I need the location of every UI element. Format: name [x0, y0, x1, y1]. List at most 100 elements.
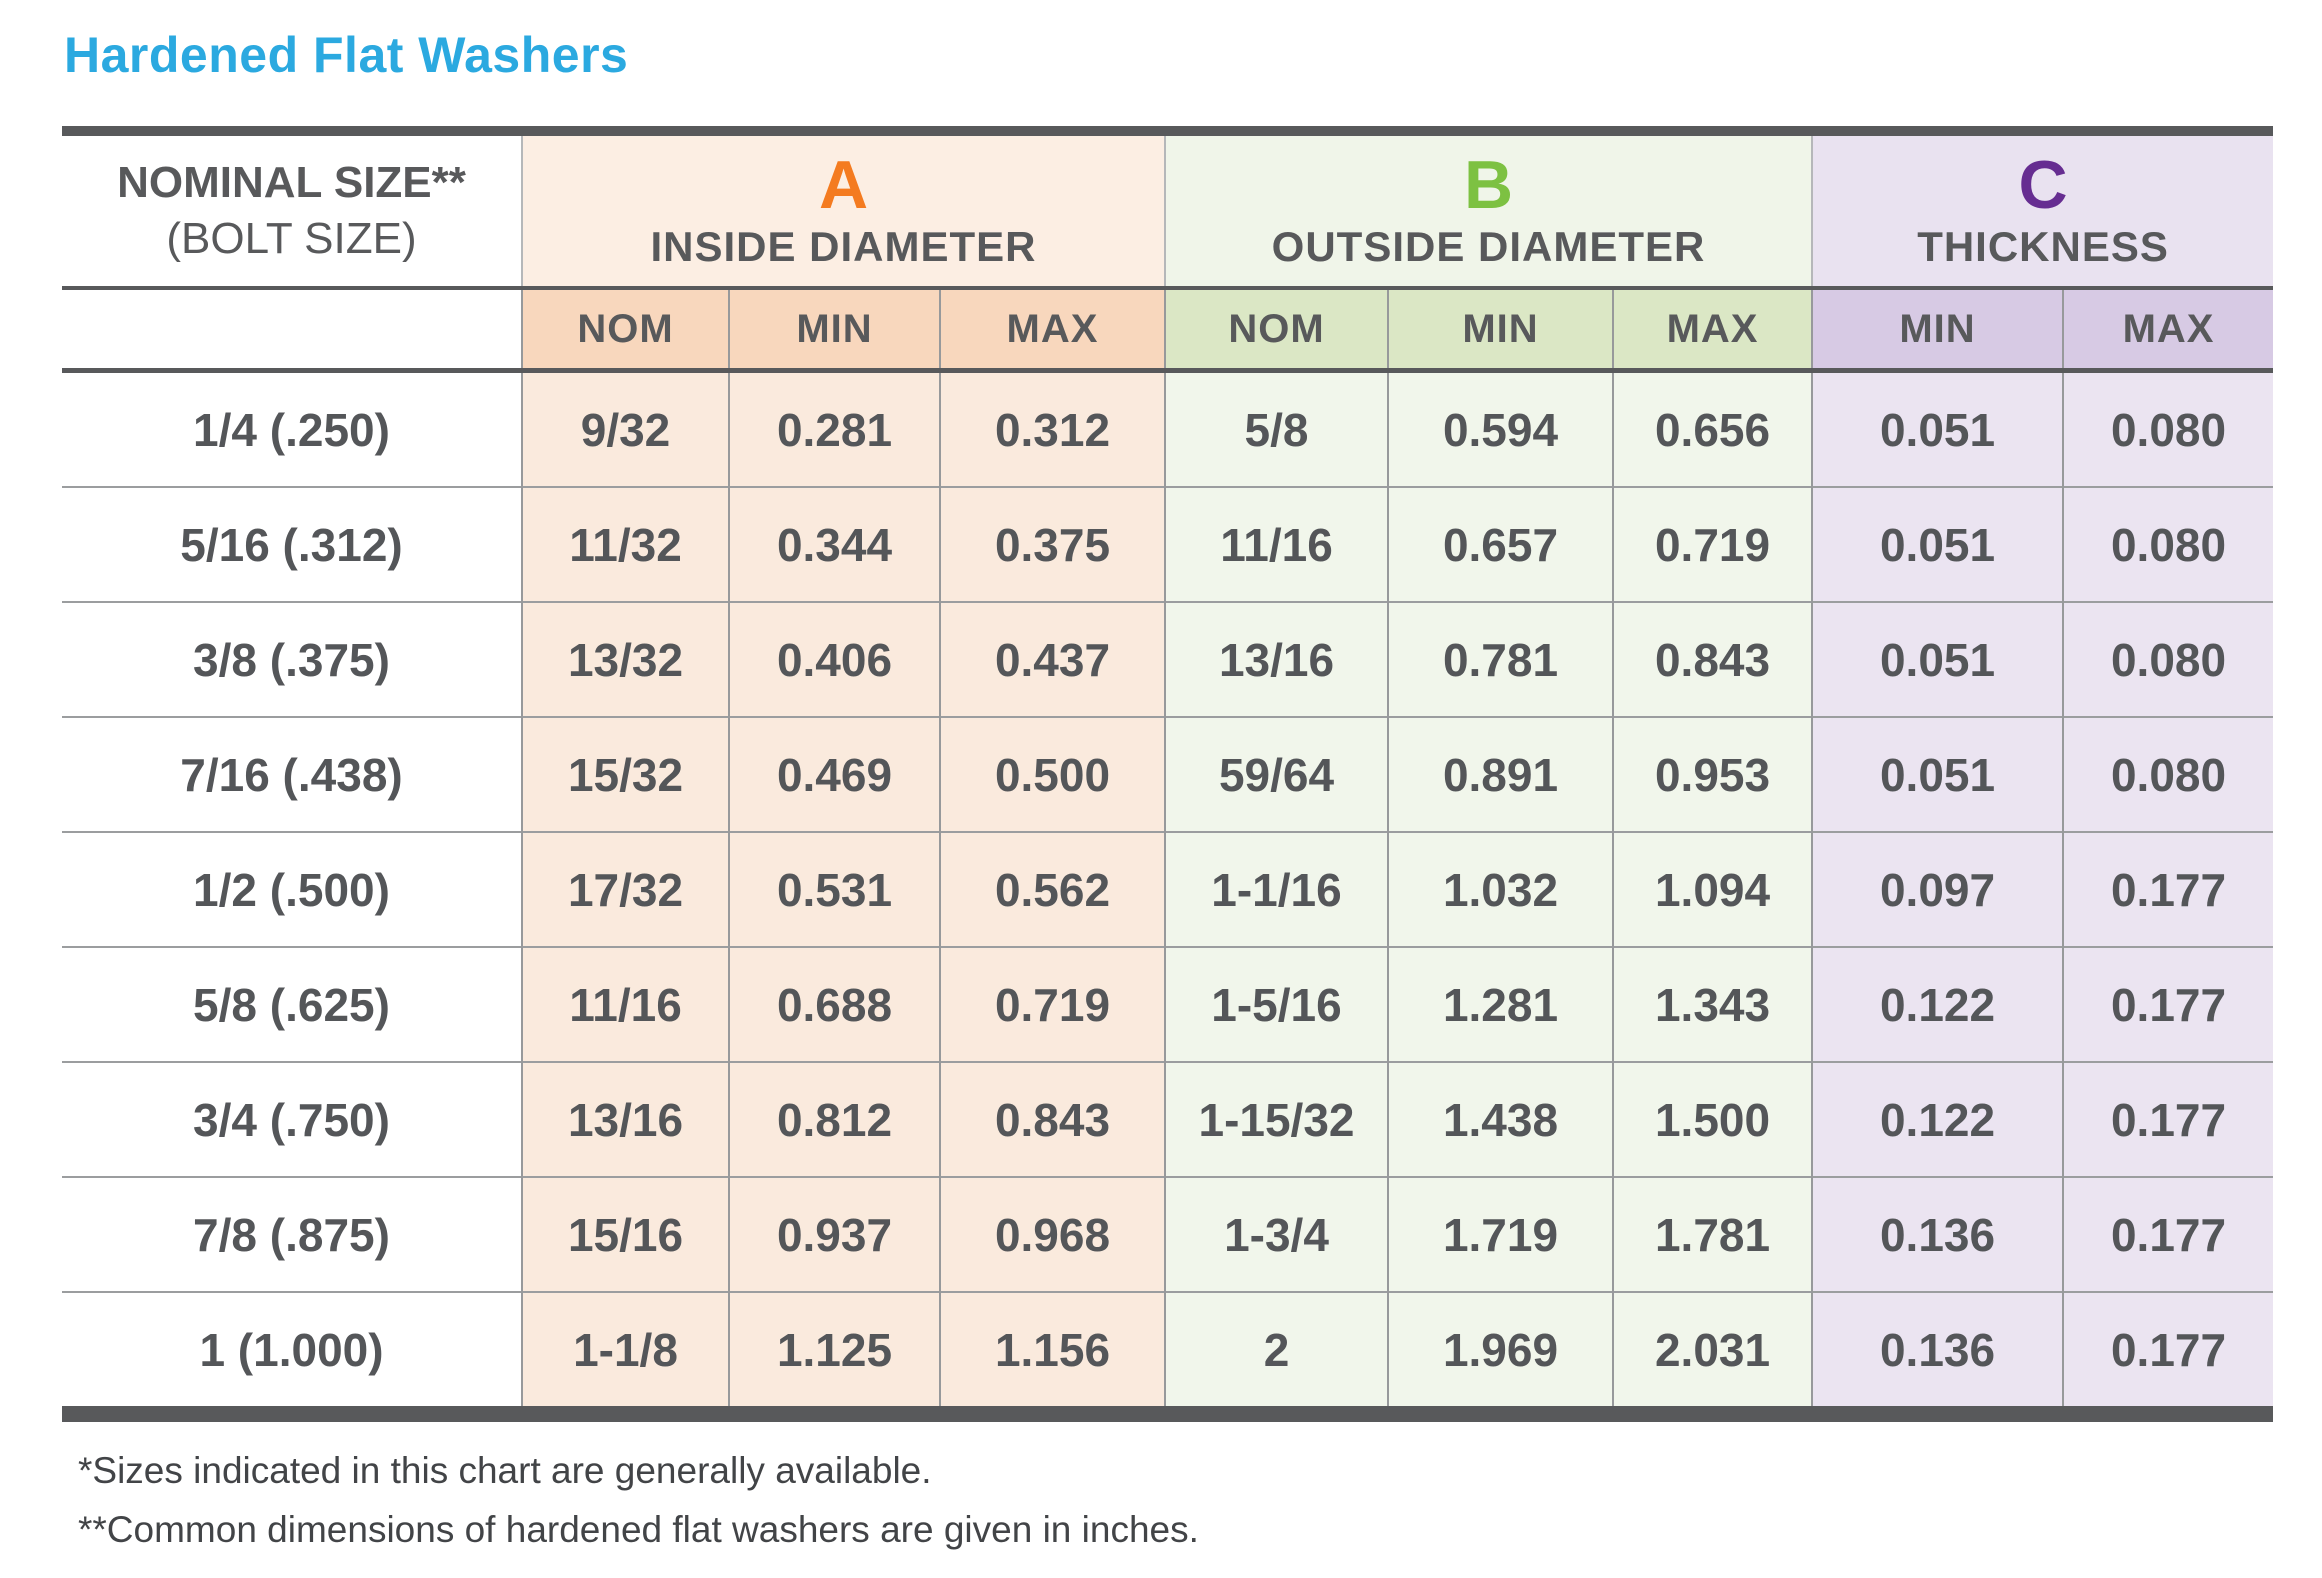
- value-cell: 15/16: [521, 1176, 729, 1292]
- value-cell: 0.122: [1811, 946, 2064, 1062]
- nominal-size-cell: 7/16 (.438): [62, 716, 522, 832]
- footnotes: *Sizes indicated in this chart are gener…: [78, 1450, 2273, 1551]
- nominal-size-cell: 3/4 (.750): [62, 1061, 522, 1177]
- subheader-b-max: MAX: [1611, 288, 1813, 373]
- section-c-header: C THICKNESS: [1811, 126, 2274, 290]
- nominal-size-cell: 1 (1.000): [62, 1291, 522, 1422]
- value-cell: 0.719: [939, 946, 1165, 1062]
- section-a-letter: A: [818, 147, 869, 223]
- subheader-a-min: MIN: [728, 288, 940, 373]
- value-cell: 0.177: [2062, 1061, 2274, 1177]
- section-a-header: A INSIDE DIAMETER: [521, 126, 1165, 290]
- value-cell: 0.080: [2062, 486, 2274, 602]
- value-cell: 0.344: [728, 486, 940, 602]
- value-cell: 0.051: [1811, 716, 2064, 832]
- table-row: 5/8 (.625) 11/16 0.688 0.719 1-5/16 1.281 1.34…: [62, 946, 2274, 1062]
- section-c-letter: C: [2018, 147, 2068, 223]
- value-cell: 59/64: [1164, 716, 1388, 832]
- value-cell: 0.177: [2062, 946, 2274, 1062]
- page-title: Hardened Flat Washers: [64, 27, 629, 83]
- subheader-c-max: MAX: [2062, 288, 2274, 373]
- value-cell: 1-15/32: [1164, 1061, 1388, 1177]
- value-cell: 0.656: [1611, 370, 1813, 487]
- value-cell: 0.843: [1611, 601, 1813, 717]
- subheader-blank-cell: [62, 288, 522, 373]
- footnote-2: **Common dimensions of hardened flat was…: [78, 1508, 1199, 1550]
- value-cell: 11/16: [521, 946, 729, 1062]
- value-cell: 13/32: [521, 601, 729, 717]
- table-row: 7/16 (.438) 15/32 0.469 0.500 59/64 0.891 0.95…: [62, 716, 2274, 832]
- value-cell: 0.437: [939, 601, 1165, 717]
- value-cell: 1-1/16: [1164, 831, 1388, 947]
- value-cell: 11/16: [1164, 486, 1388, 602]
- table-row: 5/16 (.312) 11/32 0.344 0.375 11/16 0.657 0.71…: [62, 486, 2274, 602]
- value-cell: 0.500: [939, 716, 1165, 832]
- value-cell: 0.937: [728, 1176, 940, 1292]
- subheader-a-max: MAX: [939, 288, 1165, 373]
- nominal-size-cell: 1/2 (.500): [62, 831, 522, 947]
- value-cell: 0.097: [1811, 831, 2064, 947]
- table-row: 1/4 (.250) 9/32 0.281 0.312 5/8 0.594 0.656 0.0…: [62, 370, 2274, 487]
- subheader-b-min: MIN: [1387, 288, 1613, 373]
- value-cell: 0.177: [2062, 1291, 2274, 1422]
- value-cell: 11/32: [521, 486, 729, 602]
- value-cell: 0.812: [728, 1061, 940, 1177]
- value-cell: 2.031: [1611, 1291, 1813, 1422]
- value-cell: 0.891: [1387, 716, 1613, 832]
- value-cell: 0.051: [1811, 370, 2064, 487]
- header-group-row: NOMINAL SIZE** (BOLT SIZE) A INSIDE DIAM…: [62, 126, 2274, 290]
- value-cell: 0.953: [1611, 716, 1813, 832]
- value-cell: 1.969: [1387, 1291, 1613, 1422]
- value-cell: 2: [1164, 1291, 1388, 1422]
- value-cell: 1.281: [1387, 946, 1613, 1062]
- value-cell: 0.177: [2062, 1176, 2274, 1292]
- table-body: 1/4 (.250) 9/32 0.281 0.312 5/8 0.594 0.656 0.0…: [62, 370, 2274, 1422]
- value-cell: 1.032: [1387, 831, 1613, 947]
- value-cell: 1.719: [1387, 1176, 1613, 1292]
- section-a-title: INSIDE DIAMETER: [650, 223, 1037, 270]
- nominal-size-cell: 5/8 (.625): [62, 946, 522, 1062]
- table-row: 1/2 (.500) 17/32 0.531 0.562 1-1/16 1.032 1.09…: [62, 831, 2274, 947]
- nominal-size-header-line1: NOMINAL SIZE**: [117, 157, 466, 207]
- value-cell: 5/8: [1164, 370, 1388, 487]
- value-cell: 1-3/4: [1164, 1176, 1388, 1292]
- value-cell: 1-1/8: [521, 1291, 729, 1422]
- nominal-size-header: NOMINAL SIZE** (BOLT SIZE): [62, 126, 522, 290]
- value-cell: 1.125: [728, 1291, 940, 1422]
- value-cell: 1.438: [1387, 1061, 1613, 1177]
- table-row: 3/4 (.750) 13/16 0.812 0.843 1-15/32 1.438 1.5…: [62, 1061, 2274, 1177]
- value-cell: 0.688: [728, 946, 940, 1062]
- value-cell: 0.375: [939, 486, 1165, 602]
- subheader-c-min: MIN: [1811, 288, 2064, 373]
- value-cell: 0.531: [728, 831, 940, 947]
- value-cell: 0.136: [1811, 1176, 2064, 1292]
- value-cell: 0.122: [1811, 1061, 2064, 1177]
- subheader-row: NOM MIN MAX NOM MIN MAX MIN MAX: [62, 288, 2274, 373]
- value-cell: 0.406: [728, 601, 940, 717]
- value-cell: 13/16: [1164, 601, 1388, 717]
- value-cell: 1.156: [939, 1291, 1165, 1422]
- value-cell: 0.843: [939, 1061, 1165, 1177]
- value-cell: 0.719: [1611, 486, 1813, 602]
- value-cell: 9/32: [521, 370, 729, 487]
- value-cell: 0.080: [2062, 601, 2274, 717]
- value-cell: 0.469: [728, 716, 940, 832]
- nominal-size-header-line2: (BOLT SIZE): [166, 214, 417, 263]
- subheader-a-nom: NOM: [521, 288, 729, 373]
- value-cell: 13/16: [521, 1061, 729, 1177]
- value-cell: 1.500: [1611, 1061, 1813, 1177]
- table-row: 7/8 (.875) 15/16 0.937 0.968 1-3/4 1.719 1.781…: [62, 1176, 2274, 1292]
- value-cell: 0.177: [2062, 831, 2274, 947]
- value-cell: 1-5/16: [1164, 946, 1388, 1062]
- washers-table: NOMINAL SIZE** (BOLT SIZE) A INSIDE DIAM…: [62, 126, 2274, 1422]
- section-c-title: THICKNESS: [1917, 223, 2169, 270]
- value-cell: 0.281: [728, 370, 940, 487]
- footnote-1: *Sizes indicated in this chart are gener…: [78, 1450, 932, 1491]
- value-cell: 0.312: [939, 370, 1165, 487]
- value-cell: 0.136: [1811, 1291, 2064, 1422]
- value-cell: 0.051: [1811, 486, 2064, 602]
- value-cell: 0.051: [1811, 601, 2064, 717]
- table-row: 1 (1.000) 1-1/8 1.125 1.156 2 1.969 2.031 0.136…: [62, 1291, 2274, 1422]
- section-b-letter: B: [1463, 147, 1514, 223]
